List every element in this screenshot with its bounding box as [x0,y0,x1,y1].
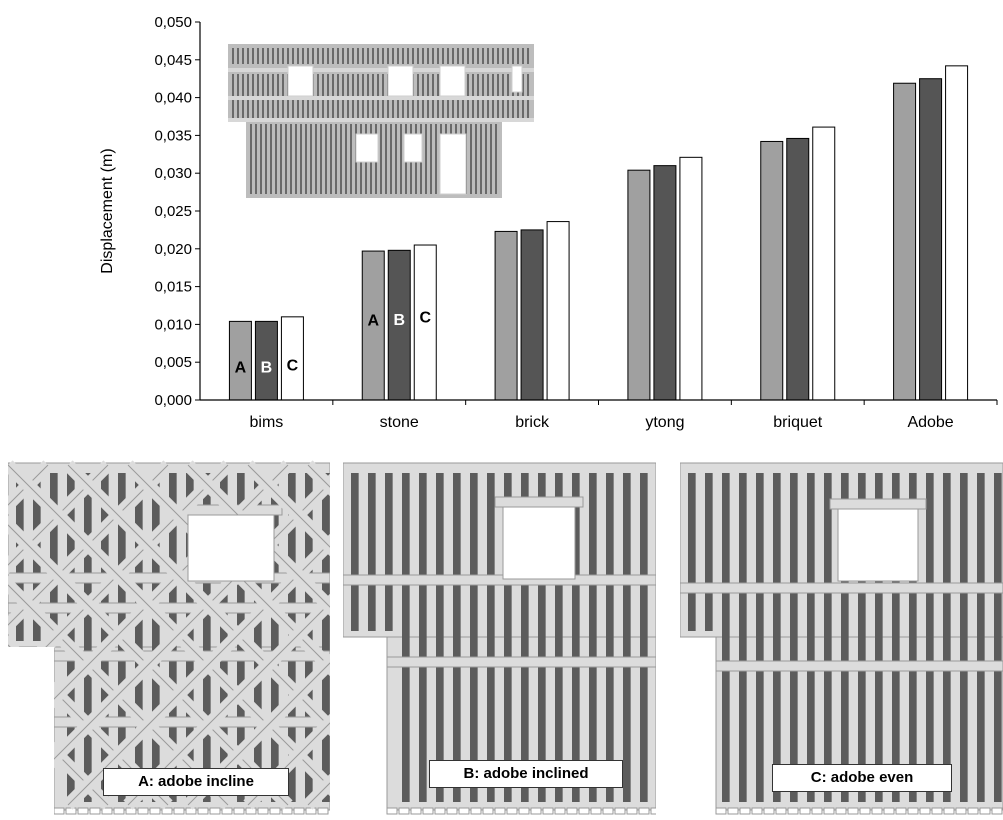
bar-annotation-stone-C: C [419,310,431,327]
y-tick-label: 0,035 [154,127,192,144]
y-tick-label: 0,020 [154,241,192,258]
y-axis-label: Displacement (m) [99,148,116,273]
y-tick-label: 0,045 [154,52,192,69]
bar-briquet-C [812,126,836,401]
panel-caption-b: B: adobe inclined [429,760,623,788]
bar-annotation-bims-B: B [261,360,273,377]
bar-Adobe-C [945,65,969,401]
bar-briquet-B [786,137,810,401]
bar-ytong-A [627,169,651,401]
x-tick-label-bims: bims [250,414,284,431]
bar-annotation-stone-B: B [393,312,405,329]
wall-panel-a: A: adobe incline [8,455,330,820]
y-tick-label: 0,015 [154,279,192,296]
y-tick-label: 0,005 [154,354,192,371]
bar-Adobe-A [893,82,917,401]
x-tick-label-briquet: briquet [773,414,822,431]
y-tick-label: 0,010 [154,316,192,333]
y-tick-label: 0,025 [154,203,192,220]
bar-brick-B [520,229,544,401]
y-tick-label: 0,000 [154,392,192,409]
x-tick-label-Adobe: Adobe [907,414,953,431]
bar-Adobe-B [919,78,943,401]
y-tick-label: 0,050 [154,14,192,31]
panel-caption-a: A: adobe incline [103,768,289,796]
bar-annotation-bims-A: A [235,360,247,377]
building-inset-image [228,44,534,198]
wall-panel-b: B: adobe inclined [343,455,656,820]
x-tick-label-stone: stone [380,414,419,431]
x-tick-label-brick: brick [515,414,550,431]
bar-annotations: A B CA B C [235,310,432,377]
bar-brick-A [494,230,518,401]
bar-series [228,65,969,401]
bar-chart: 0,000 0,005 0,010 0,015 0,020 0,025 0,030 0,035… [99,14,998,431]
bar-annotation-stone-A: A [367,313,379,330]
x-tick-label-ytong: ytong [645,414,684,431]
bar-annotation-bims-C: C [287,357,299,374]
wall-panel-c: C: adobe even [680,455,1003,820]
y-tick-label: 0,040 [154,90,192,107]
bar-brick-C [546,221,570,401]
bar-ytong-C [679,156,703,401]
y-axis-ticks: 0,000 0,005 0,010 0,015 0,020 0,025 0,030 0,035… [154,14,200,409]
x-axis-ticks: bims stone brick ytong briquet Adobe [250,400,998,431]
panel-caption-c: C: adobe even [772,764,952,792]
bar-ytong-B [653,165,677,401]
bar-briquet-A [760,140,784,401]
y-tick-label: 0,030 [154,165,192,182]
